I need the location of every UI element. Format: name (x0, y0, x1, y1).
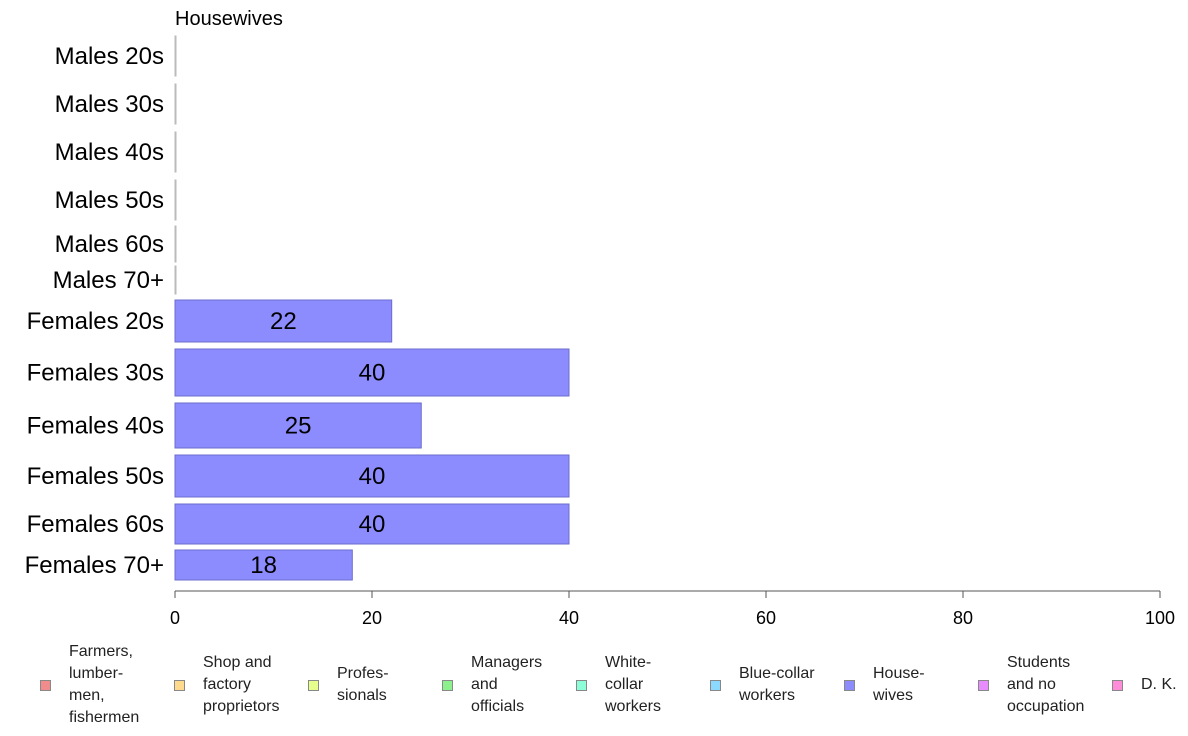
legend-label: Managers and officials (471, 654, 543, 715)
bar (174, 265, 177, 295)
bar (174, 35, 177, 77)
bar (174, 179, 177, 221)
legend: Farmers, lumber- men, fishermen Shop and … (0, 640, 1188, 736)
legend-label: Shop and factory proprietors (203, 654, 280, 715)
x-tick-label: 0 (170, 608, 180, 628)
bar (174, 83, 177, 125)
x-tick-label: 40 (559, 608, 579, 628)
legend-swatch (576, 679, 587, 691)
bar-value-label: 25 (285, 413, 312, 440)
x-tick-label: 20 (362, 608, 382, 628)
x-tick-label: 60 (756, 608, 776, 628)
bar (174, 503, 570, 545)
legend-swatch (174, 679, 185, 691)
chart-title: Housewives (175, 8, 283, 30)
legend-swatch (442, 679, 453, 691)
legend-label: White- collar workers (605, 654, 662, 715)
bar-value-label: 18 (250, 552, 277, 579)
category-label: Males 20s (55, 43, 164, 70)
category-label: Males 50s (55, 187, 164, 214)
legend-item: House- wives (844, 640, 925, 730)
legend-swatch (1112, 679, 1123, 691)
category-label: Males 30s (55, 91, 164, 118)
legend-label: Profes- sionals (337, 665, 389, 704)
legend-item: Shop and factory proprietors (174, 640, 279, 730)
legend-swatch (844, 679, 855, 691)
bar (174, 402, 422, 449)
legend-swatch (710, 679, 721, 691)
legend-label: House- wives (873, 665, 925, 704)
category-label: Females 70+ (25, 552, 164, 579)
category-label: Males 60s (55, 231, 164, 258)
bar (174, 454, 570, 498)
category-label: Females 30s (27, 360, 164, 387)
category-label: Males 70+ (53, 267, 164, 294)
legend-item: Students and no occupation (978, 640, 1084, 730)
category-label: Females 60s (27, 511, 164, 538)
legend-swatch (308, 679, 319, 691)
category-label: Males 40s (55, 139, 164, 166)
legend-label: Students and no occupation (1007, 654, 1085, 715)
bar-value-label: 40 (359, 463, 386, 490)
bar (174, 131, 177, 173)
legend-item: D. K. (1112, 640, 1177, 730)
legend-label: Blue-collar workers (739, 665, 815, 704)
category-label: Females 40s (27, 413, 164, 440)
bar (174, 549, 353, 581)
bar (174, 299, 393, 343)
bar (174, 348, 570, 397)
bar-value-label: 22 (270, 308, 297, 335)
bar-value-label: 40 (359, 511, 386, 538)
legend-swatch (40, 679, 51, 691)
legend-label: D. K. (1141, 676, 1177, 693)
legend-item: Managers and officials (442, 640, 542, 730)
legend-item: Farmers, lumber- men, fishermen (40, 640, 139, 730)
legend-label: Farmers, lumber- men, fishermen (69, 643, 140, 726)
category-label: Females 20s (27, 308, 164, 335)
legend-item: Profes- sionals (308, 640, 389, 730)
category-label: Females 50s (27, 463, 164, 490)
legend-item: White- collar workers (576, 640, 661, 730)
legend-swatch (978, 679, 989, 691)
bar-chart: Housewives Males 20s Males 30s Males 40s Ma… (25, 8, 1175, 628)
x-tick-label: 100 (1145, 608, 1175, 628)
x-tick-label: 80 (953, 608, 973, 628)
bar-value-label: 40 (359, 360, 386, 387)
legend-item: Blue-collar workers (710, 640, 815, 730)
bar (174, 225, 177, 263)
